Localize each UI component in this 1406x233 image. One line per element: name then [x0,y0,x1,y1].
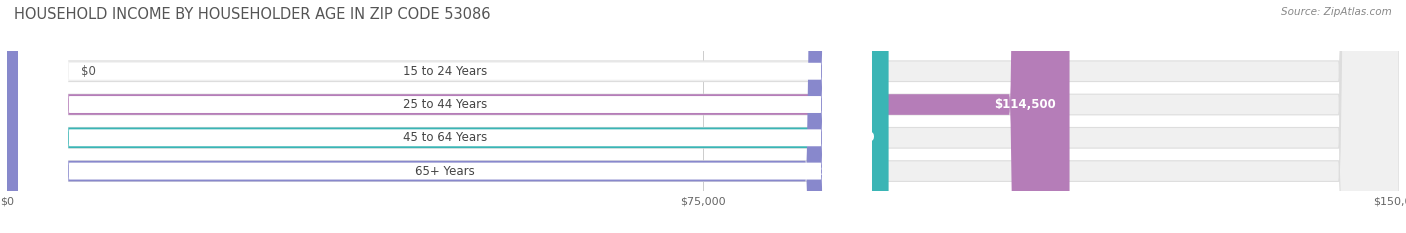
FancyBboxPatch shape [7,0,1399,233]
FancyBboxPatch shape [18,0,872,233]
FancyBboxPatch shape [7,0,866,233]
Text: HOUSEHOLD INCOME BY HOUSEHOLDER AGE IN ZIP CODE 53086: HOUSEHOLD INCOME BY HOUSEHOLDER AGE IN Z… [14,7,491,22]
Text: 25 to 44 Years: 25 to 44 Years [404,98,486,111]
FancyBboxPatch shape [18,0,872,233]
FancyBboxPatch shape [18,0,872,233]
FancyBboxPatch shape [18,0,872,233]
Text: $114,500: $114,500 [994,98,1056,111]
FancyBboxPatch shape [7,0,1399,233]
FancyBboxPatch shape [7,0,1070,233]
Text: 15 to 24 Years: 15 to 24 Years [404,65,486,78]
FancyBboxPatch shape [7,0,1399,233]
Text: $92,541: $92,541 [799,164,852,178]
FancyBboxPatch shape [7,0,889,233]
Text: $95,000: $95,000 [821,131,875,144]
FancyBboxPatch shape [7,0,1399,233]
Text: Source: ZipAtlas.com: Source: ZipAtlas.com [1281,7,1392,17]
Text: $0: $0 [82,65,96,78]
Text: 65+ Years: 65+ Years [415,164,475,178]
Text: 45 to 64 Years: 45 to 64 Years [404,131,486,144]
